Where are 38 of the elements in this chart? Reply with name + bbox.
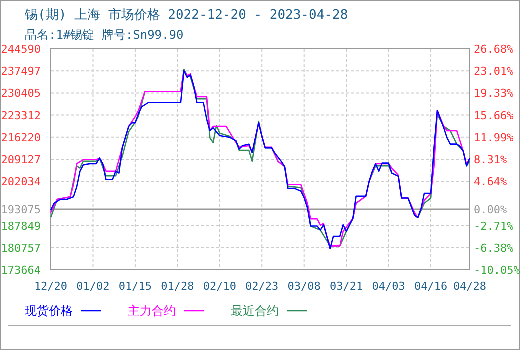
x-tick-label: 12/20 bbox=[34, 280, 68, 293]
x-tick-label: 01/28 bbox=[161, 280, 194, 293]
x-tick-label: 04/16 bbox=[414, 280, 448, 293]
y-tick-label: 187849 bbox=[1, 220, 41, 233]
x-tick-label: 02/23 bbox=[246, 280, 279, 293]
y2-tick-label: 26.68% bbox=[474, 43, 514, 56]
y2-tick-label: 11.99% bbox=[474, 131, 514, 144]
x-tick-label: 03/08 bbox=[288, 280, 321, 293]
y2-tick-label: 23.01% bbox=[474, 65, 514, 78]
y-tick-label: 223312 bbox=[1, 109, 41, 122]
chart-subtitle: 品名:1#锡锭 牌号:Sn99.90 bbox=[25, 28, 184, 42]
x-tick-label: 04/28 bbox=[453, 280, 487, 293]
chart-title: 锡(期) 上海 市场价格 2022-12-20 - 2023-04-28 bbox=[24, 8, 348, 23]
y-tick-label: 202034 bbox=[1, 176, 42, 189]
y-tick-label: 180757 bbox=[1, 242, 41, 255]
y2-tick-label: -2.71% bbox=[474, 220, 514, 233]
x-tick-label: 02/10 bbox=[203, 280, 236, 293]
y2-tick-label: 19.33% bbox=[474, 87, 514, 100]
x-tick-label: 04/03 bbox=[372, 280, 406, 293]
legend-label: 主力合约 bbox=[128, 304, 176, 318]
x-tick-label: 03/21 bbox=[330, 280, 364, 293]
y2-tick-label: 8.31% bbox=[474, 154, 508, 167]
y-tick-label: 244590 bbox=[1, 43, 41, 56]
y-tick-label: 209127 bbox=[1, 154, 41, 166]
y2-tick-label: -10.05% bbox=[474, 264, 520, 277]
y2-tick-label: -6.38% bbox=[474, 242, 514, 255]
legend-label: 最近合约 bbox=[231, 304, 279, 318]
legend-label: 现货价格 bbox=[25, 304, 73, 318]
x-tick-label: 01/02 bbox=[76, 280, 110, 293]
x-tick-label: 01/15 bbox=[118, 280, 152, 293]
y2-tick-label: 15.66% bbox=[474, 109, 514, 122]
y-tick-label: 237497 bbox=[1, 65, 41, 78]
y-tick-label: 230405 bbox=[1, 87, 41, 100]
y-tick-label: 173664 bbox=[1, 264, 42, 277]
y-tick-label: 193075 bbox=[1, 204, 41, 217]
y2-tick-label: 4.64% bbox=[474, 176, 508, 189]
y-tick-label: 216220 bbox=[1, 131, 41, 144]
y2-tick-label: 0.00% bbox=[474, 204, 508, 217]
